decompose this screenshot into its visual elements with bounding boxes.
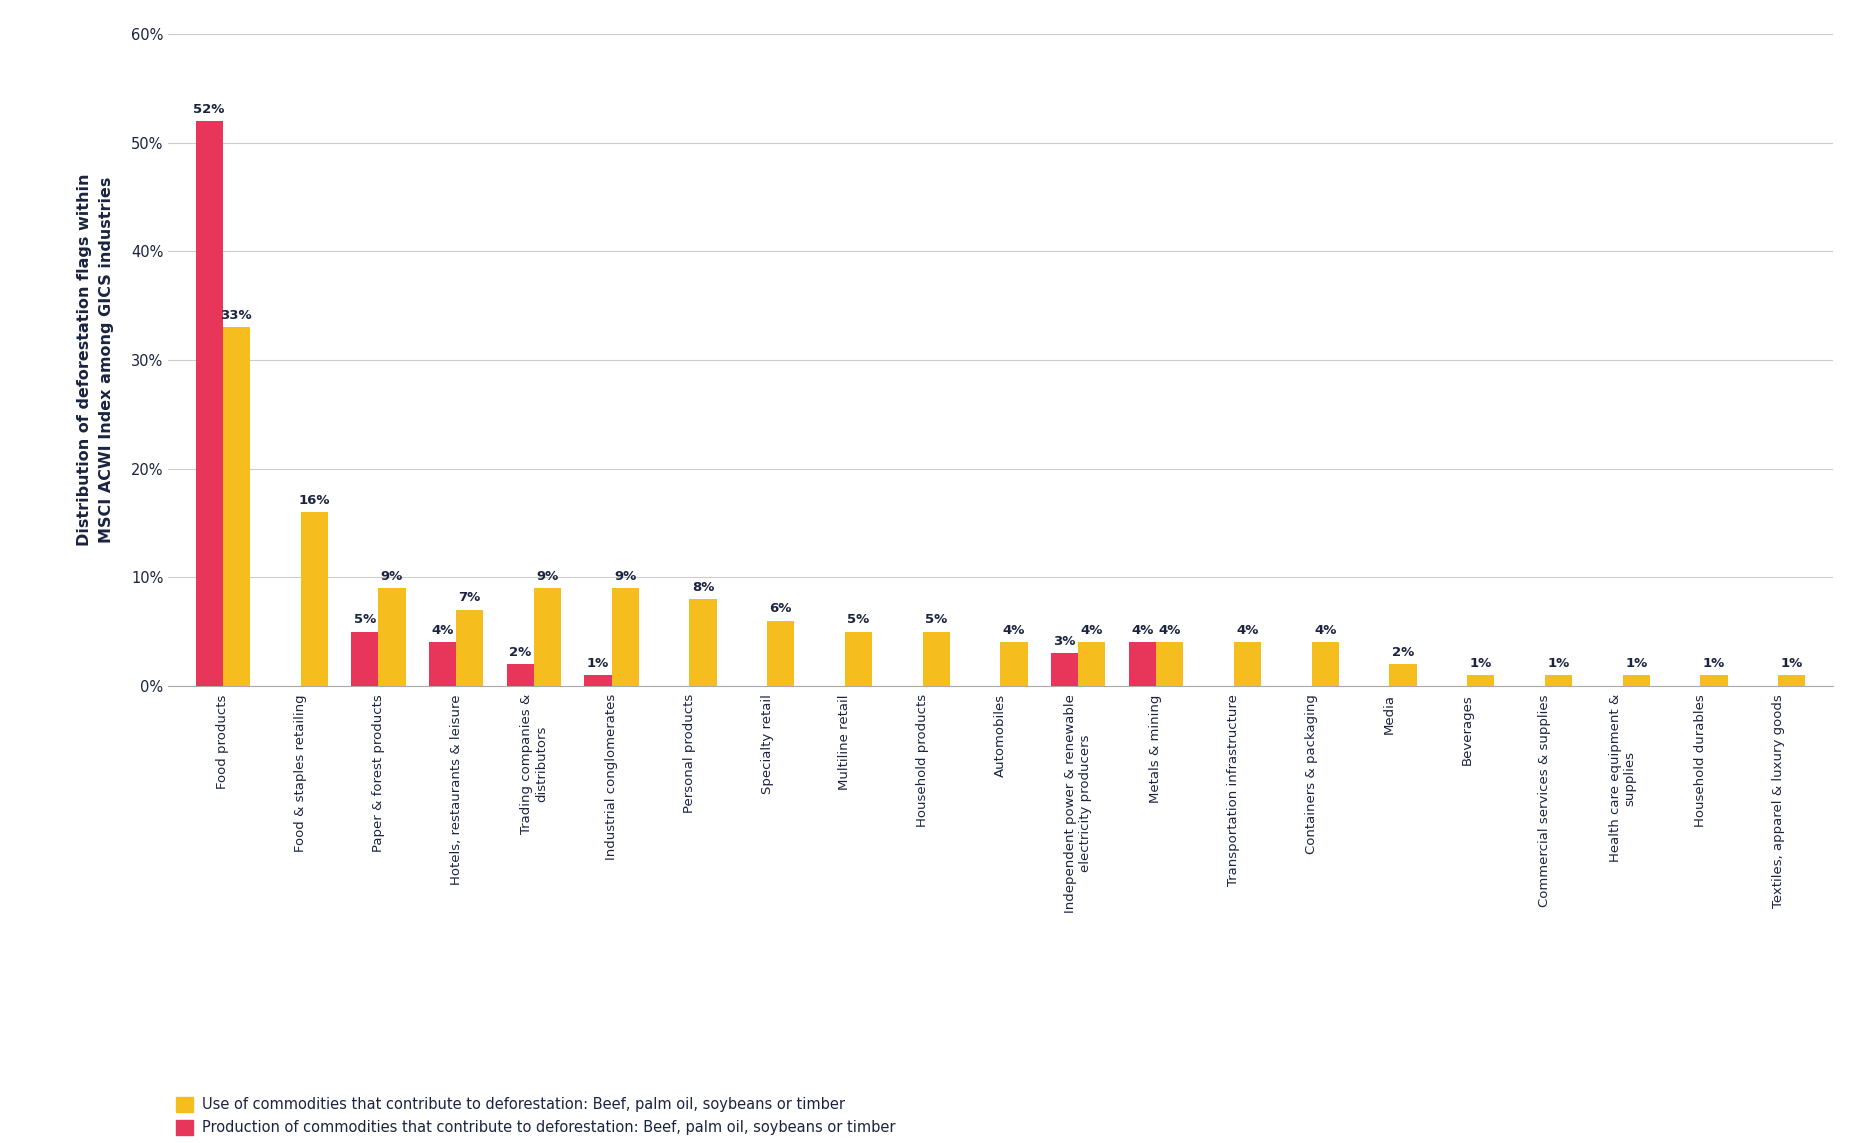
Bar [922, 631, 950, 686]
Text: 2%: 2% [509, 646, 531, 658]
Text: 1%: 1% [1704, 656, 1726, 670]
Bar [1545, 674, 1573, 686]
Text: 9%: 9% [537, 569, 559, 583]
Bar [223, 327, 251, 686]
Text: 5%: 5% [847, 613, 870, 626]
Bar [690, 599, 716, 686]
Bar [1389, 664, 1417, 686]
Bar [456, 609, 482, 686]
Bar [1051, 653, 1079, 686]
Y-axis label: Distribution of deforestation flags within
MSCI ACWI Index among GICS industries: Distribution of deforestation flags with… [77, 174, 114, 546]
Bar [1468, 674, 1494, 686]
Text: 1%: 1% [1546, 656, 1569, 670]
Bar [533, 588, 561, 686]
Bar [1700, 674, 1728, 686]
Text: 9%: 9% [613, 569, 636, 583]
Bar [1079, 642, 1105, 686]
Bar [583, 674, 611, 686]
Text: 7%: 7% [458, 591, 481, 605]
Text: 4%: 4% [1236, 624, 1259, 637]
Text: 5%: 5% [353, 613, 376, 626]
Text: 4%: 4% [1315, 624, 1337, 637]
Text: 4%: 4% [1081, 624, 1103, 637]
Bar [196, 121, 223, 686]
Legend: Use of commodities that contribute to deforestation: Beef, palm oil, soybeans or: Use of commodities that contribute to de… [176, 1097, 896, 1135]
Bar [352, 631, 378, 686]
Bar [301, 512, 327, 686]
Bar [1234, 642, 1260, 686]
Text: 1%: 1% [1625, 656, 1647, 670]
Bar [507, 664, 533, 686]
Text: 2%: 2% [1391, 646, 1414, 658]
Text: 1%: 1% [1470, 656, 1492, 670]
Text: 4%: 4% [1002, 624, 1025, 637]
Bar [1156, 642, 1184, 686]
Text: 33%: 33% [221, 309, 252, 322]
Text: 1%: 1% [587, 656, 610, 670]
Bar [845, 631, 871, 686]
Text: 9%: 9% [381, 569, 404, 583]
Text: 5%: 5% [926, 613, 948, 626]
Text: 52%: 52% [193, 103, 224, 115]
Bar [428, 642, 456, 686]
Bar [611, 588, 640, 686]
Text: 3%: 3% [1053, 634, 1075, 648]
Bar [1623, 674, 1649, 686]
Bar [378, 588, 406, 686]
Text: 8%: 8% [692, 581, 714, 593]
Text: 4%: 4% [432, 624, 454, 637]
Text: 4%: 4% [1158, 624, 1180, 637]
Bar [1129, 642, 1156, 686]
Bar [1778, 674, 1805, 686]
Text: 16%: 16% [299, 494, 329, 506]
Bar [1000, 642, 1028, 686]
Bar [1311, 642, 1339, 686]
Bar [767, 621, 795, 686]
Text: 4%: 4% [1131, 624, 1154, 637]
Text: 1%: 1% [1780, 656, 1803, 670]
Text: 6%: 6% [770, 602, 791, 615]
